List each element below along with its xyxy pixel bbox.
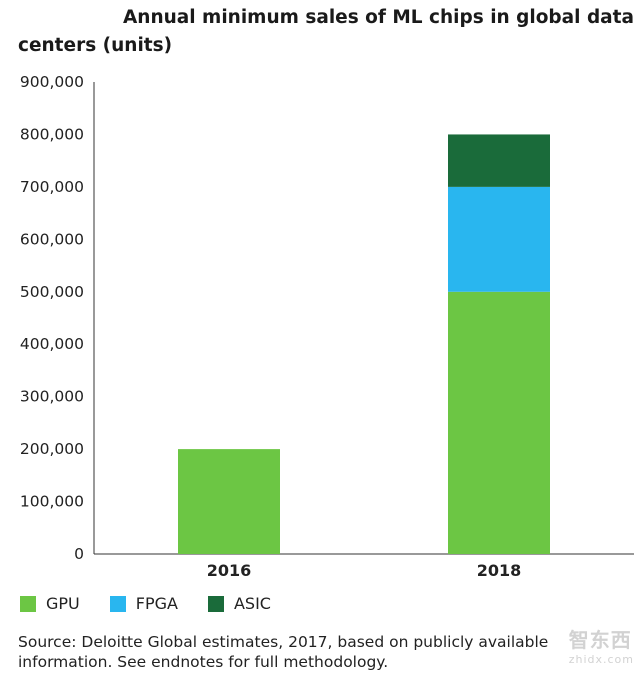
x-tick-label: 2018 (477, 561, 522, 580)
y-tick-label: 300,000 (20, 388, 84, 406)
chart-title-line2: centers (units) (18, 35, 173, 56)
legend-swatch-asic (207, 595, 224, 612)
chart-legend: GPU FPGA ASIC (20, 594, 271, 613)
legend-item-fpga: FPGA (109, 594, 178, 613)
legend-item-asic: ASIC (207, 594, 271, 613)
watermark-logo: 智东西 zhidx.com (569, 624, 634, 666)
chart-title: Annual minimum sales of ML chips in glob… (18, 4, 634, 60)
legend-item-gpu: GPU (20, 594, 80, 613)
bar-gpu-2016 (178, 449, 280, 554)
chart-title-line1: Annual minimum sales of ML chips in glob… (122, 7, 634, 28)
bar-gpu-2018 (448, 291, 550, 554)
y-tick-label: 400,000 (20, 335, 84, 353)
bar-fpga-2018 (448, 186, 550, 292)
stacked-bar-chart: 0 100,000 200,000 300,000 400,000 500,000 600,… (20, 73, 634, 580)
y-tick-label: 800,000 (20, 125, 84, 143)
y-tick-label: 600,000 (20, 230, 84, 248)
y-tick-label: 0 (74, 545, 84, 563)
source-note: Source: Deloitte Global estimates, 2017,… (18, 632, 618, 672)
legend-swatch-gpu (20, 595, 36, 612)
legend-label-fpga: FPGA (135, 594, 178, 613)
watermark-sub: zhidx.com (568, 653, 634, 666)
bar-asic-2018 (448, 134, 550, 187)
y-tick-label: 500,000 (20, 283, 84, 301)
legend-label-asic: ASIC (233, 594, 271, 613)
y-tick-label: 700,000 (20, 178, 84, 196)
legend-label-gpu: GPU (46, 594, 80, 613)
x-tick-label: 2016 (207, 561, 252, 580)
legend-swatch-fpga (109, 595, 126, 612)
y-tick-label: 100,000 (20, 493, 84, 511)
source-line1: Source: Deloitte Global estimates, 2017,… (18, 633, 549, 651)
watermark-main: 智东西 (568, 628, 632, 652)
y-tick-label: 200,000 (20, 440, 84, 458)
y-tick-label: 900,000 (20, 73, 84, 91)
source-line2: information. See endnotes for full metho… (18, 653, 389, 671)
